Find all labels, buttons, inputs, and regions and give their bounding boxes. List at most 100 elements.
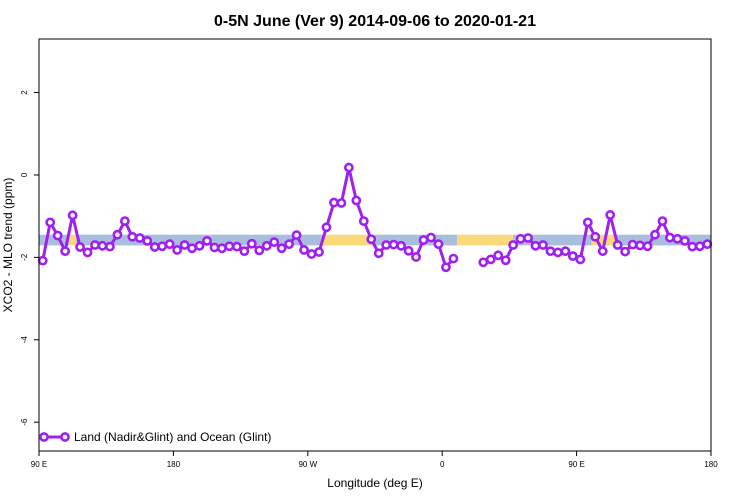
- data-point: [665, 232, 675, 243]
- data-point: [500, 255, 511, 266]
- x-axis: 90 E 180 90 W 0 90 E 180: [31, 451, 718, 469]
- y-tick-label: -2: [20, 253, 29, 261]
- x-tick-label: 90 W: [298, 460, 317, 469]
- y-axis-label: XCO2 - MLO trend (ppm): [1, 178, 15, 313]
- data-point: [231, 241, 242, 252]
- data-point: [172, 245, 183, 255]
- legend-label: Land (Nadir&Glint) and Ocean (Glint): [74, 430, 271, 444]
- data-point: [75, 242, 85, 252]
- data-point: [515, 233, 526, 244]
- data-point: [246, 238, 257, 249]
- data-point: [687, 241, 698, 252]
- data-point: [179, 240, 190, 250]
- y-tick-label: 0: [20, 172, 29, 177]
- data-point: [381, 240, 392, 250]
- data-point: [635, 240, 645, 251]
- data-point: [508, 240, 519, 250]
- data-point: [396, 240, 407, 251]
- data-point: [157, 241, 168, 252]
- y-tick-label: -6: [20, 418, 29, 426]
- data-point: [314, 247, 324, 257]
- x-tick-label: 180: [167, 460, 181, 469]
- chart-title: 0-5N June (Ver 9) 2014-09-06 to 2020-01-…: [214, 13, 536, 30]
- data-point: [202, 235, 212, 246]
- data-point: [142, 235, 153, 246]
- data-point: [672, 233, 683, 244]
- data-point: [164, 239, 175, 250]
- data-point: [194, 240, 205, 251]
- data-point: [52, 230, 63, 241]
- data-point: [493, 250, 504, 261]
- data-point: [553, 247, 563, 258]
- data-point: [523, 233, 533, 243]
- data-point: [418, 235, 429, 245]
- data-point: [448, 253, 459, 264]
- band-ocean: [615, 234, 711, 246]
- data-point: [321, 222, 332, 233]
- x-tick-label: 0: [440, 460, 445, 469]
- data-point: [37, 255, 48, 266]
- data-point: [642, 241, 653, 252]
- data-point: [217, 243, 227, 254]
- data-point: [254, 245, 265, 256]
- data-point: [187, 243, 197, 254]
- data-point: [358, 216, 369, 227]
- data-point: [605, 210, 616, 220]
- data-point: [582, 217, 593, 228]
- data-point: [336, 198, 347, 208]
- data-point: [575, 254, 586, 265]
- data-point: [299, 245, 309, 255]
- x-tick-label: 180: [704, 460, 718, 469]
- data-point: [97, 240, 108, 251]
- data-point: [351, 195, 362, 206]
- data-point: [366, 234, 377, 245]
- data-point: [485, 254, 496, 265]
- series-layer: [37, 162, 713, 273]
- y-tick-label: -4: [20, 336, 29, 344]
- data-point: [291, 230, 302, 241]
- x-axis-label: Longitude (deg E): [327, 476, 422, 490]
- band-ocean: [513, 234, 592, 246]
- legend: Land (Nadir&Glint) and Ocean (Glint): [39, 430, 271, 444]
- data-point: [411, 252, 421, 262]
- data-point: [560, 246, 571, 257]
- data-point: [261, 240, 272, 251]
- data-point: [403, 245, 414, 256]
- data-point: [105, 241, 115, 252]
- data-point: [441, 262, 451, 273]
- legend-marker-right: [60, 432, 70, 442]
- data-point: [119, 216, 130, 227]
- band-land: [68, 234, 77, 246]
- data-point: [590, 231, 601, 242]
- data-point: [306, 249, 317, 259]
- band-ocean: [375, 234, 458, 246]
- plot-frame: [38, 38, 712, 452]
- data-point: [209, 242, 220, 253]
- legend-marker-left: [39, 432, 49, 442]
- x-tick-label: 90 E: [568, 460, 584, 469]
- band-ocean: [39, 234, 69, 246]
- x-tick-label: 90 E: [31, 460, 47, 469]
- band-land: [322, 234, 375, 246]
- data-point: [239, 246, 250, 257]
- data-point: [134, 233, 145, 243]
- data-point: [620, 246, 631, 257]
- data-point: [82, 247, 93, 258]
- data-point: [538, 240, 548, 250]
- data-point: [650, 229, 660, 240]
- data-point: [373, 248, 384, 259]
- data-point: [426, 232, 436, 243]
- data-point: [67, 210, 78, 221]
- data-point: [545, 246, 556, 257]
- data-point: [112, 229, 123, 240]
- data-point: [127, 231, 138, 242]
- y-tick-label: 2: [20, 90, 29, 95]
- band-land: [457, 234, 514, 246]
- data-point: [269, 237, 280, 248]
- data-point: [149, 242, 160, 252]
- data-point: [45, 217, 56, 228]
- y-axis: 2 0 -2 -4 -6: [20, 90, 39, 426]
- data-point: [657, 216, 668, 227]
- data-point: [329, 197, 339, 208]
